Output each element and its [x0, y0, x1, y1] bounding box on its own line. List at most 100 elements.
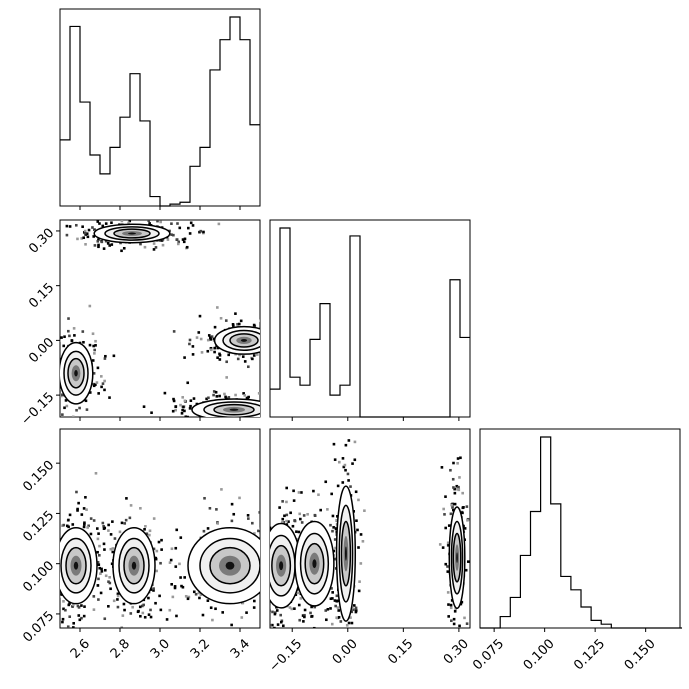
sample-point	[458, 476, 461, 479]
sample-point	[332, 549, 336, 553]
sample-point	[255, 418, 258, 421]
sample-point	[453, 487, 456, 491]
sample-point	[270, 623, 272, 627]
sample-point	[220, 488, 223, 491]
sample-point	[102, 542, 106, 546]
sample-point	[236, 322, 239, 326]
density-level	[73, 561, 79, 570]
sample-point	[68, 334, 71, 338]
sample-point	[261, 542, 264, 545]
sample-point	[206, 349, 210, 353]
y-tick-label: 0.15	[26, 280, 57, 311]
sample-point	[92, 595, 96, 598]
sample-point	[186, 597, 190, 601]
sample-point	[218, 354, 222, 357]
sample-point	[101, 224, 105, 228]
sample-point	[210, 335, 214, 338]
sample-point	[155, 569, 158, 573]
sample-point	[267, 531, 270, 534]
sample-point	[221, 611, 225, 614]
sample-point	[247, 395, 250, 399]
sample-point	[361, 539, 365, 543]
sample-point	[67, 317, 70, 320]
sample-point	[67, 518, 70, 522]
sample-point	[275, 422, 278, 425]
sample-point	[238, 496, 241, 500]
sample-point	[271, 610, 274, 614]
sample-point	[103, 357, 107, 360]
sample-point	[200, 351, 204, 354]
sample-point	[122, 602, 126, 606]
sample-point	[80, 604, 83, 607]
sample-point	[97, 532, 100, 535]
sample-point	[273, 626, 276, 628]
sample-point	[139, 506, 142, 510]
sample-point	[296, 591, 300, 595]
sample-point	[461, 491, 464, 495]
sample-point	[68, 615, 72, 618]
sample-point	[238, 353, 241, 357]
sample-point	[293, 519, 297, 523]
sample-point	[277, 328, 280, 331]
sample-point	[92, 608, 96, 611]
sample-point	[253, 599, 256, 603]
sample-point	[207, 334, 211, 337]
sample-point	[272, 343, 275, 346]
sample-point	[456, 462, 459, 465]
sample-point	[174, 405, 178, 408]
sample-point	[354, 610, 358, 614]
sample-point	[83, 523, 86, 526]
sample-point	[261, 404, 264, 407]
sample-point	[128, 220, 132, 223]
sample-point	[345, 634, 348, 637]
sample-point	[208, 418, 211, 421]
sample-point	[273, 611, 277, 614]
sample-point	[176, 222, 179, 225]
sample-point	[166, 238, 170, 241]
sample-point	[206, 338, 210, 342]
sample-point	[297, 603, 301, 607]
sample-point	[170, 222, 173, 225]
sample-point	[465, 622, 469, 625]
y-tick-label: −0.15	[19, 390, 58, 429]
sample-point	[51, 592, 54, 595]
sample-point	[80, 616, 83, 620]
sample-point	[156, 220, 159, 223]
sample-point	[331, 597, 334, 600]
sample-point	[293, 607, 296, 610]
sample-point	[455, 484, 459, 488]
sample-point	[84, 496, 87, 499]
sample-point	[49, 374, 52, 377]
sample-point	[116, 594, 120, 598]
sample-point	[262, 579, 265, 582]
sample-point	[359, 562, 363, 565]
sample-point	[292, 499, 296, 502]
sample-point	[224, 395, 227, 399]
sample-point	[136, 422, 139, 425]
sample-point	[181, 238, 185, 241]
sample-point	[292, 489, 295, 493]
sample-point	[67, 525, 70, 529]
sample-point	[300, 342, 303, 345]
sample-point	[92, 372, 96, 375]
sample-point	[335, 518, 339, 522]
sample-point	[92, 382, 95, 386]
sample-point	[280, 521, 284, 524]
sample-point	[85, 232, 89, 235]
sample-point	[300, 521, 304, 524]
sample-point	[264, 533, 267, 536]
sample-point	[236, 357, 240, 361]
sample-point	[56, 496, 59, 499]
sample-point	[60, 634, 63, 637]
sample-point	[65, 404, 69, 408]
sample-point	[199, 593, 203, 596]
sample-point	[60, 595, 61, 598]
y-tick-label: 0.00	[26, 335, 57, 366]
sample-point	[334, 557, 337, 561]
sample-point	[288, 412, 291, 415]
sample-point	[214, 425, 217, 428]
sample-point	[123, 522, 127, 525]
sample-point	[452, 461, 455, 465]
sample-point	[155, 549, 159, 553]
sample-point	[356, 528, 359, 532]
